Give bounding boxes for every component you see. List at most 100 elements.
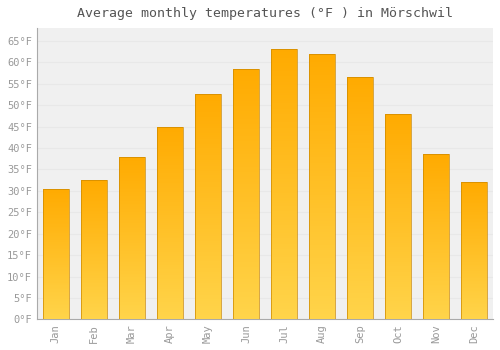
- Bar: [42, 220, 69, 222]
- Bar: [156, 221, 183, 223]
- Bar: [118, 313, 145, 315]
- Bar: [80, 233, 107, 235]
- Bar: [422, 318, 450, 320]
- Bar: [232, 267, 259, 269]
- Bar: [80, 300, 107, 301]
- Bar: [422, 197, 450, 199]
- Bar: [308, 189, 336, 192]
- Bar: [194, 261, 221, 263]
- Bar: [460, 225, 487, 226]
- Bar: [460, 229, 487, 230]
- Bar: [232, 264, 259, 267]
- Bar: [42, 313, 69, 314]
- Bar: [232, 299, 259, 302]
- Bar: [460, 245, 487, 247]
- Bar: [460, 212, 487, 214]
- Bar: [346, 126, 374, 128]
- Bar: [194, 173, 221, 175]
- Title: Average monthly temperatures (°F ) in Mörschwil: Average monthly temperatures (°F ) in Mö…: [77, 7, 453, 20]
- Bar: [422, 193, 450, 194]
- Bar: [270, 282, 297, 284]
- Bar: [194, 259, 221, 261]
- Bar: [42, 271, 69, 272]
- Bar: [80, 276, 107, 278]
- Bar: [270, 249, 297, 252]
- Bar: [80, 272, 107, 273]
- Bar: [270, 82, 297, 85]
- Bar: [422, 234, 450, 235]
- Bar: [118, 288, 145, 290]
- Bar: [270, 312, 297, 314]
- Bar: [232, 139, 259, 141]
- Bar: [346, 179, 374, 181]
- Bar: [80, 234, 107, 236]
- Bar: [308, 248, 336, 250]
- Bar: [156, 279, 183, 281]
- Bar: [118, 264, 145, 266]
- Bar: [194, 128, 221, 131]
- Bar: [346, 90, 374, 92]
- Bar: [384, 239, 411, 241]
- Bar: [156, 173, 183, 175]
- Bar: [232, 312, 259, 314]
- Bar: [270, 95, 297, 98]
- Bar: [156, 179, 183, 181]
- Bar: [80, 303, 107, 304]
- Bar: [42, 263, 69, 265]
- Bar: [422, 296, 450, 298]
- Bar: [460, 234, 487, 236]
- Bar: [270, 206, 297, 209]
- Bar: [460, 295, 487, 296]
- Bar: [460, 285, 487, 287]
- Bar: [308, 314, 336, 317]
- Bar: [80, 262, 107, 264]
- Bar: [346, 249, 374, 252]
- Bar: [346, 152, 374, 155]
- Bar: [422, 176, 450, 177]
- Bar: [156, 298, 183, 300]
- Bar: [308, 234, 336, 237]
- Bar: [384, 177, 411, 180]
- Bar: [232, 86, 259, 89]
- Bar: [194, 257, 221, 259]
- Bar: [346, 223, 374, 225]
- Bar: [422, 177, 450, 179]
- Bar: [308, 293, 336, 295]
- Bar: [270, 85, 297, 87]
- Bar: [232, 222, 259, 224]
- Bar: [194, 126, 221, 128]
- Bar: [80, 275, 107, 276]
- Bar: [270, 260, 297, 263]
- Bar: [384, 124, 411, 126]
- Bar: [270, 274, 297, 276]
- Bar: [308, 62, 336, 64]
- Bar: [270, 52, 297, 55]
- Bar: [118, 158, 145, 160]
- Bar: [42, 215, 69, 216]
- Bar: [460, 303, 487, 304]
- Bar: [194, 196, 221, 198]
- Bar: [308, 280, 336, 282]
- Bar: [42, 250, 69, 252]
- Bar: [80, 296, 107, 297]
- Bar: [346, 210, 374, 213]
- Bar: [156, 256, 183, 258]
- Bar: [384, 315, 411, 317]
- Bar: [346, 252, 374, 254]
- Bar: [80, 257, 107, 258]
- Bar: [156, 252, 183, 254]
- Bar: [346, 235, 374, 237]
- Bar: [194, 281, 221, 284]
- Bar: [460, 228, 487, 229]
- Bar: [308, 269, 336, 272]
- Bar: [384, 235, 411, 237]
- Bar: [118, 284, 145, 285]
- Bar: [422, 270, 450, 272]
- Bar: [346, 133, 374, 135]
- Bar: [422, 306, 450, 308]
- Bar: [194, 313, 221, 315]
- Bar: [80, 205, 107, 206]
- Bar: [346, 315, 374, 317]
- Bar: [232, 274, 259, 277]
- Bar: [194, 290, 221, 293]
